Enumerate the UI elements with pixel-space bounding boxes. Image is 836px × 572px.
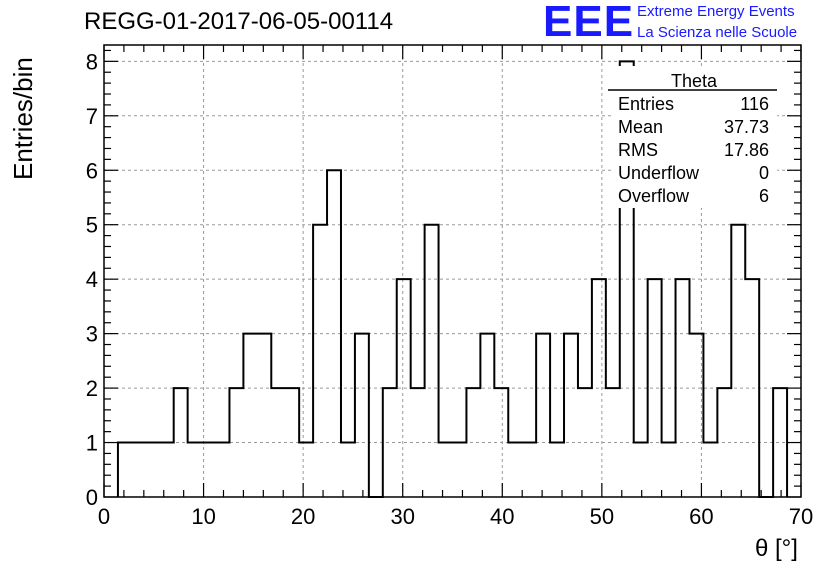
- stats-label-mean: Mean: [618, 117, 663, 137]
- y-tick-label: 7: [86, 104, 98, 129]
- stats-value-rms: 17.86: [724, 140, 769, 160]
- histogram-bin: [160, 443, 174, 497]
- histogram-bin: [243, 334, 257, 497]
- x-tick-label: 40: [490, 504, 514, 529]
- histogram-bin: [313, 225, 327, 497]
- histogram-bin: [355, 334, 369, 497]
- histogram-bin: [536, 334, 550, 497]
- histogram-bin: [564, 334, 578, 497]
- stats-value-overflow: 6: [759, 186, 769, 206]
- y-tick-label: 3: [86, 322, 98, 347]
- histogram-bin: [174, 388, 188, 497]
- y-tick-label: 0: [86, 485, 98, 510]
- histogram-bin: [188, 443, 202, 497]
- histogram-bin: [606, 388, 620, 497]
- x-axis-label: θ [°]: [755, 535, 798, 562]
- y-tick-label: 1: [86, 431, 98, 456]
- histogram-bin: [118, 443, 132, 497]
- x-tick-label: 70: [789, 504, 813, 529]
- plot-frame: [103, 44, 802, 498]
- histogram-bin: [257, 334, 271, 497]
- y-tick-label: 5: [86, 213, 98, 238]
- x-tick-label: 30: [390, 504, 414, 529]
- histogram-bin: [453, 443, 467, 497]
- x-tick-label: 10: [191, 504, 215, 529]
- histogram-bin: [439, 443, 453, 497]
- stats-label-rms: RMS: [618, 140, 658, 160]
- y-tick-label: 8: [86, 49, 98, 74]
- histogram-bin: [634, 443, 648, 497]
- histogram-outline: [116, 60, 789, 498]
- histogram-bin: [341, 443, 355, 497]
- stats-value-underflow: 0: [759, 163, 769, 183]
- stats-label-overflow: Overflow: [618, 186, 690, 206]
- logo-line-1: Extreme Energy Events: [637, 3, 795, 20]
- histogram-bin: [216, 443, 230, 497]
- stats-box-title: Theta: [671, 71, 718, 91]
- eee-logo: EEE: [543, 0, 635, 46]
- histogram-bin: [731, 225, 745, 497]
- histogram-bin: [550, 443, 564, 497]
- histogram-bin: [648, 279, 662, 497]
- stats-box: Theta Entries 116 Mean 37.73 RMS 17.86 Underflo…: [608, 66, 777, 208]
- histogram-bin: [146, 443, 160, 497]
- x-tick-label: 60: [689, 504, 713, 529]
- y-tick-label: 2: [86, 376, 98, 401]
- x-tick-label: 0: [98, 504, 110, 529]
- x-tick-label: 50: [590, 504, 614, 529]
- histogram-bin: [299, 443, 313, 497]
- y-tick-label: 4: [86, 267, 98, 292]
- logo-line-2: La Scienza nelle Scuole: [637, 24, 798, 41]
- axis-ticks: [103, 45, 802, 498]
- histogram-bin: [425, 225, 439, 497]
- stats-label-entries: Entries: [618, 94, 674, 114]
- histogram-bin: [480, 334, 494, 497]
- x-tick-label: 20: [291, 504, 315, 529]
- chart-title: REGG-01-2017-06-05-00114: [84, 8, 394, 35]
- y-tick-label: 6: [86, 158, 98, 183]
- histogram-bin: [662, 443, 676, 497]
- stats-label-underflow: Underflow: [618, 163, 700, 183]
- histogram-bin: [508, 443, 522, 497]
- histogram-bin: [132, 443, 146, 497]
- stats-value-mean: 37.73: [724, 117, 769, 137]
- histogram-bin: [522, 443, 536, 497]
- histogram-bin: [703, 443, 717, 497]
- stats-value-entries: 116: [740, 94, 769, 114]
